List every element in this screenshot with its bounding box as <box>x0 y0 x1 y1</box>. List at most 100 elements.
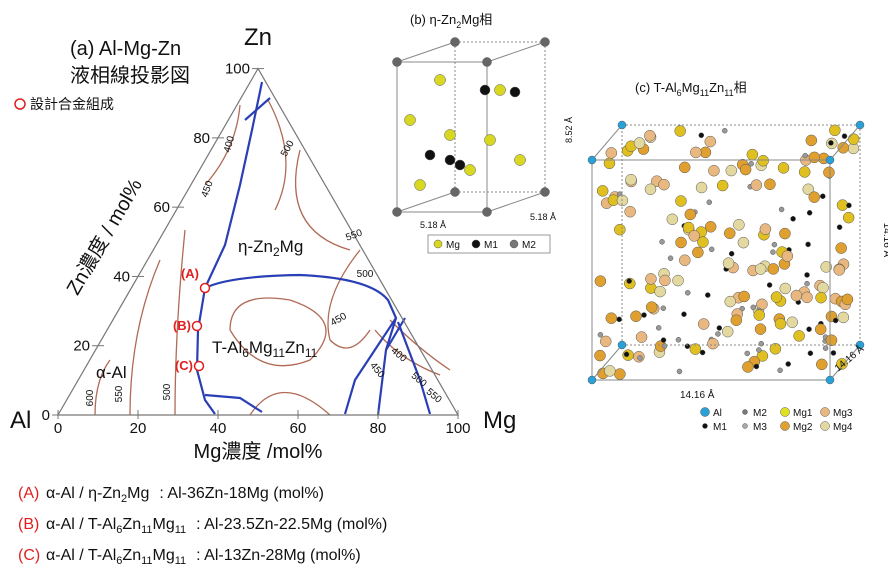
atom <box>751 180 762 191</box>
atom <box>733 219 744 230</box>
phase-label: T-Al6Mg11Zn11 <box>212 338 318 360</box>
atom <box>604 365 615 376</box>
atom <box>821 408 830 417</box>
atom <box>820 194 825 199</box>
atom <box>745 351 750 356</box>
alloy-point <box>195 362 204 371</box>
atom <box>843 212 854 223</box>
atom <box>676 337 681 342</box>
atom <box>480 85 490 95</box>
atom <box>434 240 442 248</box>
atom <box>675 126 686 137</box>
text-run: Mg相 <box>461 12 492 27</box>
atom <box>806 242 811 247</box>
atom <box>656 325 661 330</box>
atom <box>799 166 810 177</box>
atom <box>834 264 845 275</box>
atom <box>778 368 783 373</box>
composition-phase: α-Al / T-Al6Zn11Mg11 <box>46 516 186 536</box>
isotherm-label: 400 <box>389 346 409 365</box>
alloy-point <box>201 284 210 293</box>
vertex-label: Zn <box>244 24 272 51</box>
atom <box>738 237 749 248</box>
legend-label: Al <box>713 408 722 419</box>
atom <box>455 160 465 170</box>
dimension: 14.16 Å <box>832 342 867 374</box>
atom <box>764 179 775 190</box>
atom <box>755 324 766 335</box>
atom <box>679 255 690 266</box>
atom <box>415 180 426 191</box>
atom <box>451 38 460 47</box>
cell-edge <box>397 42 455 62</box>
atom <box>771 292 782 303</box>
atom <box>767 283 772 288</box>
legend-label: 設計合金組成 <box>30 96 114 112</box>
atom <box>828 140 833 145</box>
legend-label: M2 <box>753 408 767 419</box>
text-run: 11 <box>305 346 318 360</box>
dimension: 5.18 Å <box>530 212 556 222</box>
legend-label: Mg2 <box>793 422 813 433</box>
atom <box>842 134 847 139</box>
atom <box>515 155 526 166</box>
atom <box>676 237 687 248</box>
atom <box>405 115 416 126</box>
atom <box>483 58 492 67</box>
dimension: 14.16 Å <box>680 388 715 401</box>
mg-tick-label: 0 <box>54 420 62 437</box>
legend-marker <box>15 99 25 109</box>
atom <box>791 216 796 221</box>
phase-label: α-Al <box>96 363 127 382</box>
cell-edge <box>487 42 545 62</box>
isotherm-label: 450 <box>200 179 216 199</box>
text-run: Mg <box>280 237 304 256</box>
text-run: 11 <box>175 555 186 567</box>
atom <box>661 306 666 311</box>
atom <box>731 315 742 326</box>
atom <box>717 180 728 191</box>
atom <box>722 128 727 133</box>
atom <box>823 167 834 178</box>
atom <box>541 188 550 197</box>
atom <box>837 225 842 230</box>
atom <box>755 264 766 275</box>
atom <box>725 296 736 307</box>
vertex-label: Mg <box>483 407 516 434</box>
atom <box>662 343 667 348</box>
atom <box>781 408 790 417</box>
figure: (a) Al-Mg-Zn液相線投影図設計合金組成ZnAlMg0204060801… <box>0 0 888 583</box>
atom <box>740 164 751 175</box>
point-label: (A) <box>181 266 199 281</box>
atom <box>805 272 810 277</box>
text-run: (b) η-Zn <box>410 12 456 27</box>
atom <box>707 200 712 205</box>
mg-tick-label: 80 <box>370 420 387 437</box>
isotherm <box>328 250 370 348</box>
atom <box>685 290 690 295</box>
panel-title: (a) Al-Mg-Zn <box>70 38 181 60</box>
dimension: 14.16 Å <box>881 223 888 258</box>
text-run: α-Al / T-Al <box>46 547 116 564</box>
atom <box>838 312 849 323</box>
atom <box>772 242 777 247</box>
atom <box>758 155 769 166</box>
atom <box>696 182 707 193</box>
text-run: 11 <box>141 555 152 567</box>
atom <box>588 156 596 164</box>
atom <box>645 184 656 195</box>
atom <box>510 240 518 248</box>
atom <box>435 75 446 86</box>
atom <box>618 341 626 349</box>
atom <box>614 369 625 380</box>
atom <box>636 332 647 343</box>
atom <box>808 351 813 356</box>
atom <box>760 224 771 235</box>
legend-label: M1 <box>713 422 727 433</box>
atom <box>700 350 705 355</box>
atom <box>495 85 506 96</box>
legend-label: Mg1 <box>793 408 813 419</box>
atom <box>856 121 864 129</box>
atom <box>781 422 790 431</box>
atom <box>770 250 775 255</box>
